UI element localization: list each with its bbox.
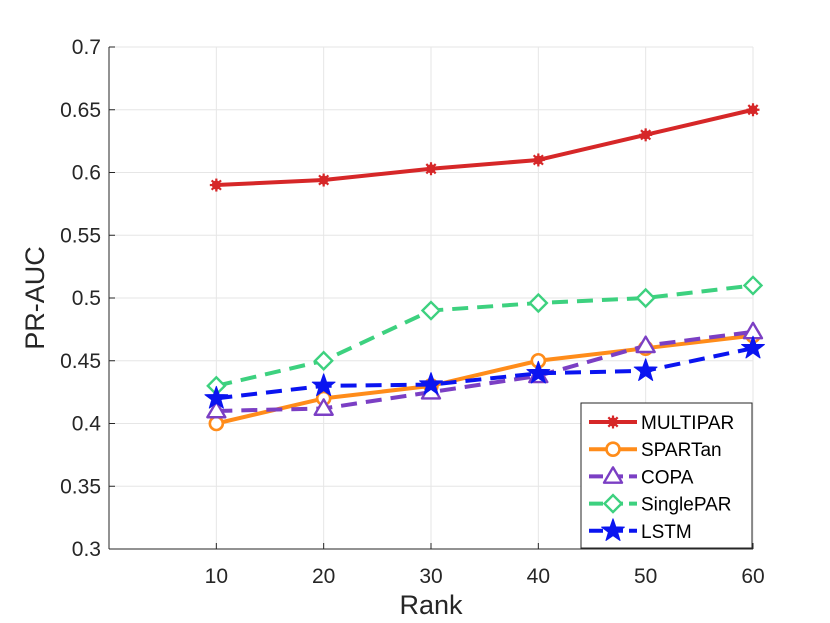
x-tick-label: 50 xyxy=(634,565,657,588)
x-tick-label: 20 xyxy=(312,565,335,588)
y-axis-label: PR-AUC xyxy=(20,246,50,350)
data-point-lstm xyxy=(311,373,336,397)
series-line-spartan xyxy=(215,333,754,426)
legend-label-copa: COPA xyxy=(641,467,694,488)
series-line-singlepar xyxy=(215,283,754,388)
x-tick-label: 10 xyxy=(205,565,228,588)
legend-item-copa: COPA xyxy=(589,466,694,488)
data-point-multipar xyxy=(424,162,438,176)
legend-label-multipar: MULTIPAR xyxy=(641,413,734,434)
y-tick-label: 0.3 xyxy=(72,538,101,561)
series-line-copa xyxy=(216,329,754,413)
legend-marker-lstm xyxy=(601,518,625,542)
x-tick-label: 60 xyxy=(741,565,764,588)
legend-marker-spartan xyxy=(605,441,621,458)
data-point-singlepar xyxy=(420,300,442,321)
data-point-singlepar xyxy=(313,350,334,371)
y-tick-label: 0.7 xyxy=(72,36,101,59)
legend-label-singlepar: SinglePAR xyxy=(641,495,731,516)
data-point-lstm xyxy=(419,372,443,395)
legend-item-spartan: SPARTan xyxy=(589,440,722,461)
y-tick-label: 0.4 xyxy=(72,413,102,436)
x-tick-label: 40 xyxy=(527,565,550,588)
data-point-lstm xyxy=(633,358,658,381)
legend-item-lstm: LSTM xyxy=(589,518,692,543)
x-axis-label: Rank xyxy=(399,590,463,620)
legend-label-lstm: LSTM xyxy=(641,522,692,543)
data-point-copa xyxy=(313,398,334,416)
data-point-multipar xyxy=(531,153,545,167)
y-tick-label: 0.45 xyxy=(60,350,101,373)
data-point-lstm xyxy=(204,385,229,409)
x-tick-label: 30 xyxy=(419,565,442,588)
data-point-multipar xyxy=(639,128,653,142)
data-point-spartan xyxy=(208,415,225,432)
series-singlepar xyxy=(206,275,764,397)
legend-marker-multipar xyxy=(606,415,620,429)
series-line-multipar xyxy=(216,107,754,188)
y-tick-label: 0.6 xyxy=(72,162,101,185)
legend-marker-singlepar xyxy=(602,493,624,514)
data-point-multipar xyxy=(209,178,223,192)
data-point-lstm xyxy=(526,360,551,384)
data-point-copa xyxy=(206,400,227,419)
legend: MULTIPAR SPARTan COPA SinglePAR LSTM xyxy=(580,402,753,549)
y-tick-label: 0.65 xyxy=(60,99,101,122)
legend-item-multipar: MULTIPAR xyxy=(589,413,734,434)
series-line-lstm xyxy=(216,346,754,401)
y-tick-label: 0.55 xyxy=(60,224,101,247)
axes: 0.3 0.35 0.4 0.45 0.5 0.55 0.6 0.65 0.7 10 20 30 40 5… xyxy=(60,36,765,588)
data-point-singlepar xyxy=(635,287,656,309)
series-multipar xyxy=(209,103,760,192)
y-tick-label: 0.5 xyxy=(72,287,101,310)
legend-item-singlepar: SinglePAR xyxy=(589,493,731,516)
data-point-singlepar xyxy=(528,292,549,314)
legend-label-spartan: SPARTan xyxy=(641,440,722,461)
data-point-copa xyxy=(635,335,656,354)
data-point-multipar xyxy=(746,103,760,117)
data-point-lstm xyxy=(741,335,765,359)
series-lstm xyxy=(204,335,765,409)
legend-marker-copa xyxy=(602,466,624,484)
series-layer xyxy=(204,103,765,432)
data-point-singlepar xyxy=(742,275,764,296)
data-point-multipar xyxy=(317,173,331,187)
y-tick-label: 0.35 xyxy=(60,475,101,498)
